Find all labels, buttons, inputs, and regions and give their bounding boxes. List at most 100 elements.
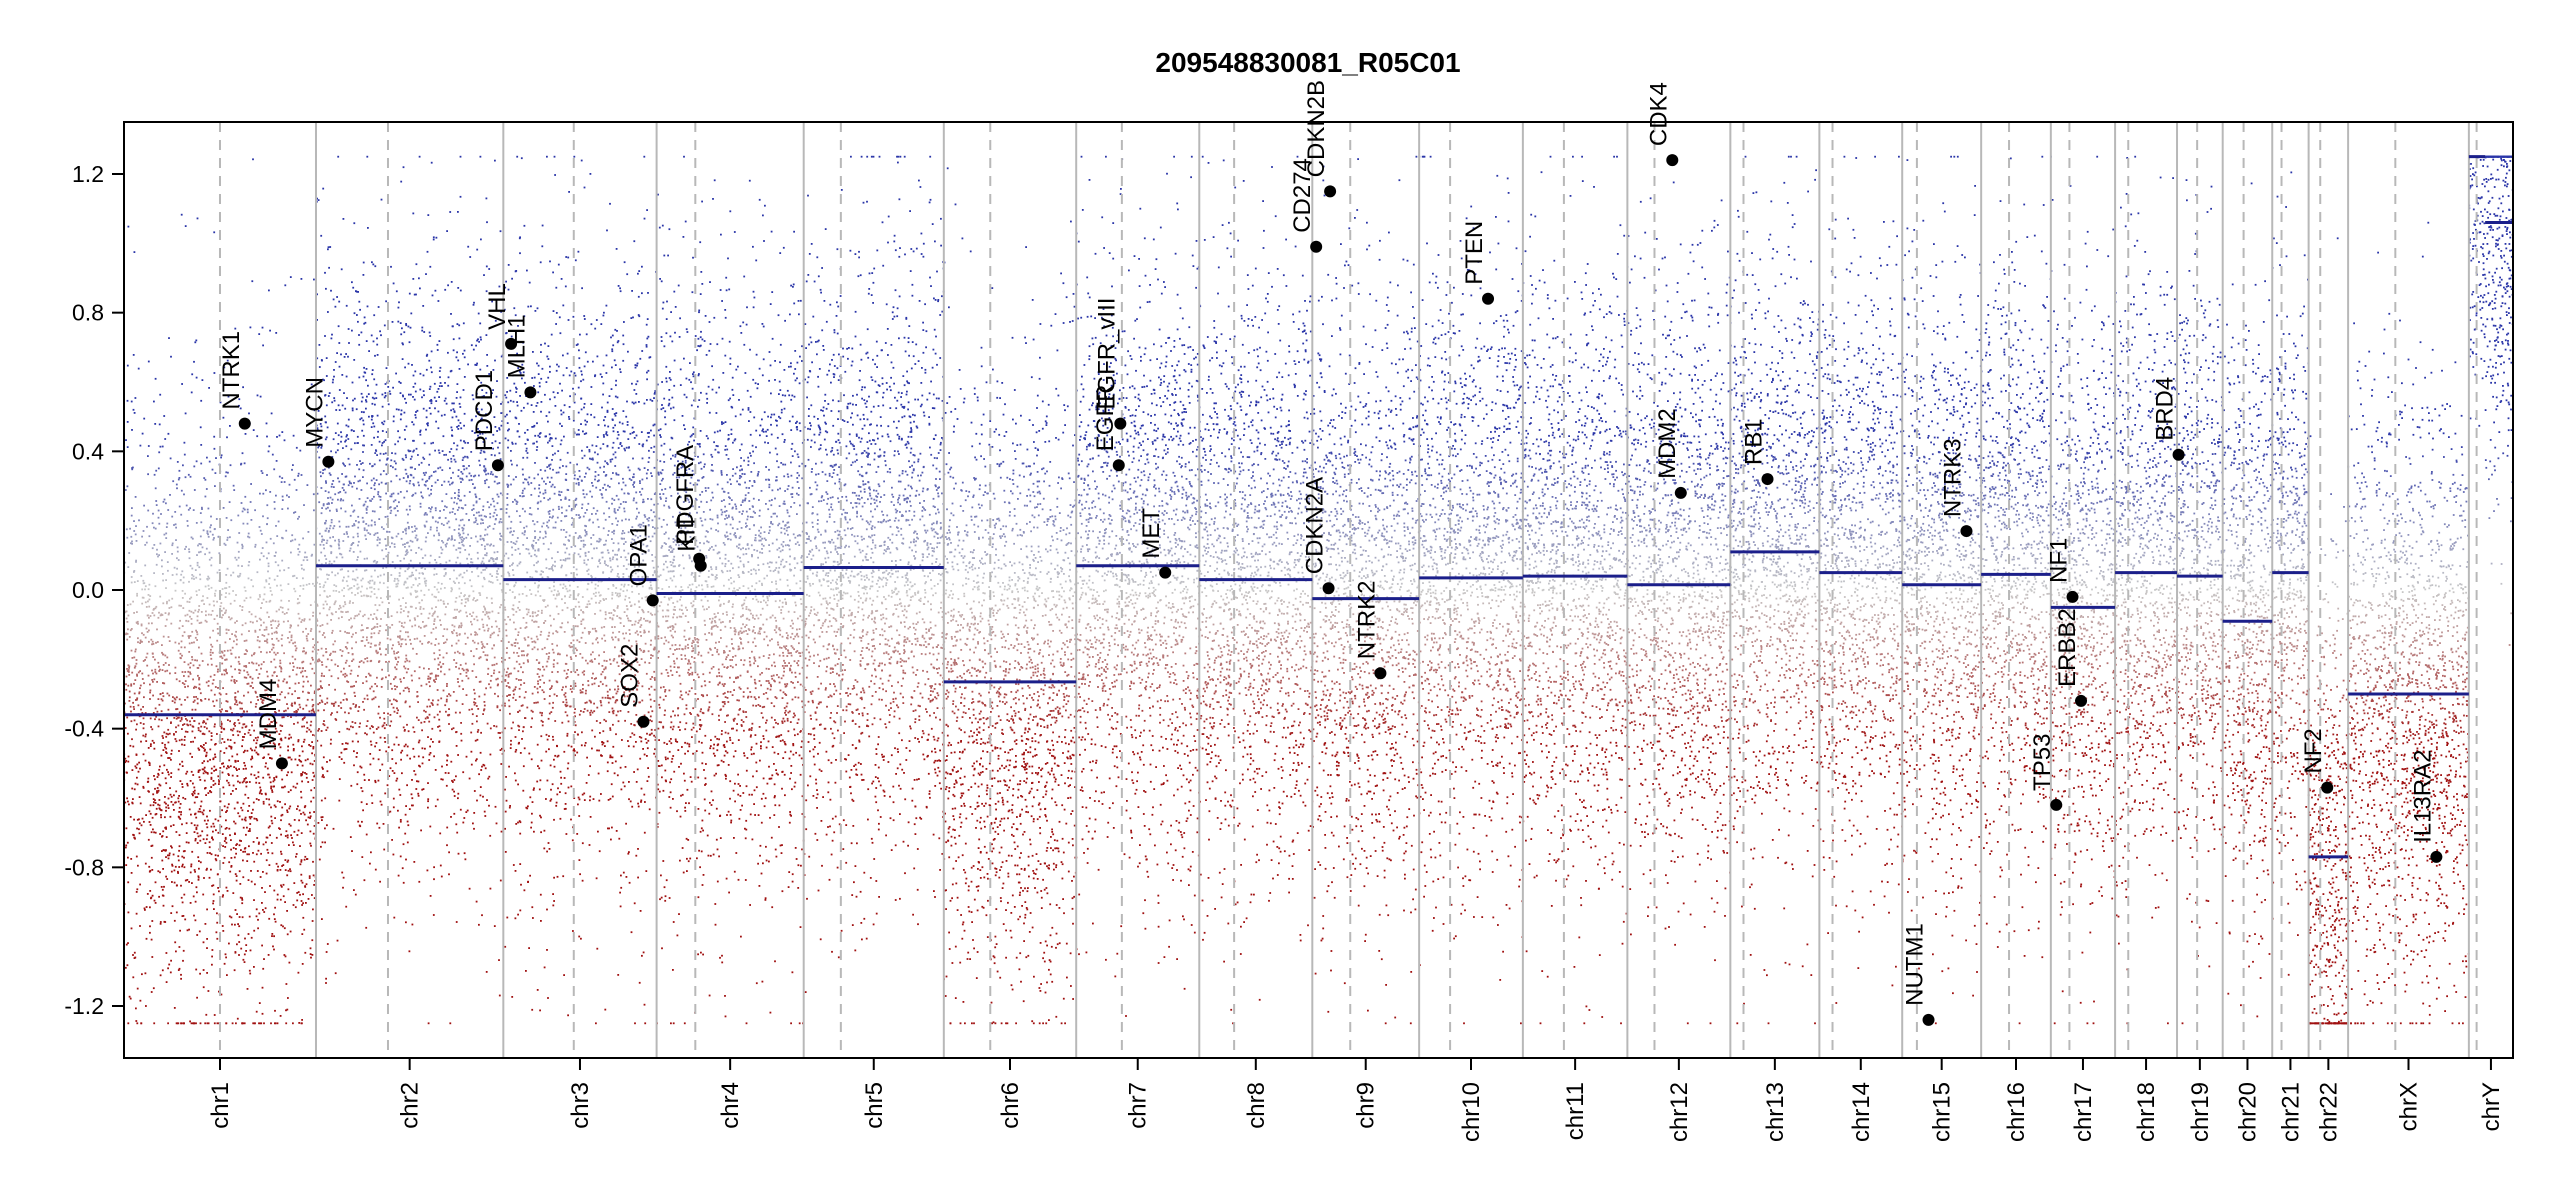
probe-point [275,610,278,613]
probe-point [317,709,320,712]
probe-point [476,551,479,554]
probe-point [399,567,402,570]
probe-point [167,967,169,970]
probe-point [260,651,262,653]
probe-point [330,675,333,678]
probe-point [343,667,345,670]
probe-point [250,519,253,521]
probe-point [381,763,384,766]
probe-point [432,699,434,702]
probe-point [212,538,215,541]
probe-point [484,608,487,611]
probe-point [127,911,130,914]
probe-point [149,615,152,617]
probe-point [162,904,165,907]
probe-point [337,543,340,546]
probe-point [213,1022,216,1025]
probe-point [355,408,358,411]
probe-point [272,742,275,745]
probe-point [423,667,425,670]
probe-point [205,755,207,758]
probe-point [286,811,289,813]
probe-point [271,933,274,935]
probe-point [326,726,329,729]
probe-point [485,515,487,518]
probe-point [216,912,218,915]
probe-point [259,529,262,532]
probe-point [135,753,138,756]
probe-point [302,741,305,743]
probe-point [458,337,461,340]
probe-point [262,661,265,663]
probe-point [213,825,216,828]
probe-point [441,385,443,387]
probe-point [443,399,446,402]
probe-point [157,555,159,558]
probe-point [344,675,346,678]
probe-point [440,414,443,417]
probe-point [339,568,342,571]
probe-point [217,535,220,538]
probe-point [447,602,449,605]
probe-point [385,624,388,626]
probe-point [254,545,257,548]
probe-point [273,578,276,581]
probe-point [454,617,457,619]
probe-point [465,811,468,813]
probe-point [193,578,195,580]
probe-point [396,700,398,703]
probe-point [433,586,436,588]
probe-point [194,919,197,922]
probe-point [258,792,261,795]
probe-point [146,631,149,633]
probe-point [236,1017,239,1020]
probe-point [395,762,397,765]
probe-point [367,384,369,387]
probe-point [157,661,160,664]
probe-point [485,290,488,293]
probe-point [263,756,265,759]
probe-point [136,783,139,786]
probe-point [195,376,198,379]
probe-point [181,863,184,866]
probe-point [456,509,459,511]
probe-point [482,509,484,511]
probe-point [187,620,190,623]
probe-point [365,538,367,540]
probe-point [399,819,402,821]
probe-point [357,535,359,538]
probe-point [397,661,399,663]
probe-point [366,698,369,701]
probe-point [494,359,496,362]
probe-point [397,641,400,643]
probe-point [243,669,246,672]
probe-point [138,691,141,694]
probe-point [375,650,378,653]
probe-point [193,789,196,792]
probe-point [348,632,350,634]
probe-point [171,542,174,545]
probe-point [205,771,207,774]
probe-point [351,281,353,284]
probe-point [184,476,187,479]
probe-point [164,921,167,923]
probe-point [438,556,441,558]
probe-point [480,544,483,546]
probe-point [147,360,150,363]
probe-point [339,491,342,493]
probe-point [157,698,160,700]
probe-point [228,766,230,769]
probe-point [479,538,482,541]
probe-point [329,496,332,499]
probe-point [266,767,269,770]
probe-point [458,524,461,527]
probe-point [468,491,471,493]
probe-point [483,515,486,518]
probe-point [483,605,485,608]
probe-point [182,576,185,579]
probe-point [486,501,489,503]
probe-point [196,659,198,662]
probe-point [376,618,378,620]
probe-point [213,765,216,768]
probe-point [389,638,392,641]
